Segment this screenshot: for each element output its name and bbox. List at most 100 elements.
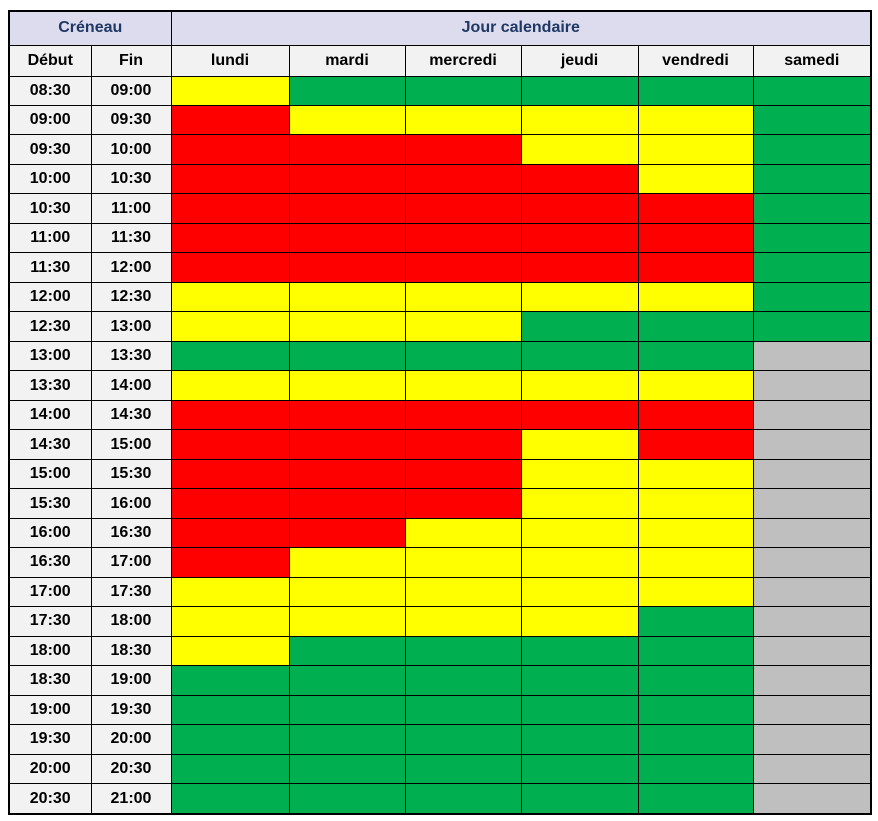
table-row: 15:00 15:30: [8, 458, 872, 490]
slot-end-cell: 09:30: [90, 104, 172, 136]
slot-start-cell: 20:30: [8, 783, 92, 815]
table-row: 12:30 13:00: [8, 311, 872, 342]
slot-start-cell: 17:00: [8, 576, 92, 608]
slot-cell-jeudi-13:30: [520, 370, 639, 401]
column-header-row: Début Fin lundi mardi mercredi jeudi vendred…: [8, 44, 872, 77]
slot-cell-mardi-15:30: [288, 488, 406, 519]
slot-cell-lundi-10:30: [170, 193, 290, 224]
slot-cell-vendredi-13:30: [637, 370, 754, 401]
slot-cell-lundi-10:00: [170, 163, 290, 195]
slot-cell-samedi-18:30: [752, 665, 872, 696]
slot-cell-vendredi-19:30: [637, 724, 754, 755]
slot-cell-vendredi-11:30: [637, 252, 754, 283]
slot-cell-mardi-13:30: [288, 370, 406, 401]
table-row: 19:30 20:00: [8, 724, 872, 755]
slot-start-cell: 12:00: [8, 281, 92, 313]
slot-cell-mercredi-18:00: [404, 635, 522, 667]
slot-cell-lundi-08:30: [170, 75, 290, 106]
column-header-vendredi: vendredi: [637, 44, 754, 77]
slot-cell-vendredi-15:00: [637, 458, 754, 490]
slot-cell-jeudi-15:00: [520, 458, 639, 490]
slot-cell-mercredi-09:30: [404, 134, 522, 165]
slot-cell-lundi-12:00: [170, 281, 290, 313]
slot-cell-mardi-14:00: [288, 399, 406, 431]
slot-cell-mardi-09:00: [288, 104, 406, 136]
slot-cell-mardi-14:30: [288, 429, 406, 460]
slot-cell-mardi-18:30: [288, 665, 406, 696]
slot-cell-vendredi-13:00: [637, 340, 754, 372]
slot-end-cell: 19:00: [90, 665, 172, 696]
slot-end-cell: 14:00: [90, 370, 172, 401]
slot-end-cell: 18:00: [90, 606, 172, 637]
slot-cell-jeudi-10:30: [520, 193, 639, 224]
slot-cell-samedi-20:30: [752, 783, 872, 815]
slot-cell-jeudi-16:00: [520, 517, 639, 549]
slot-cell-vendredi-12:00: [637, 281, 754, 313]
column-header-debut: Début: [8, 44, 92, 77]
slot-start-cell: 08:30: [8, 75, 92, 106]
slot-cell-vendredi-14:30: [637, 429, 754, 460]
table-row: 19:00 19:30: [8, 694, 872, 726]
column-header-samedi: samedi: [752, 44, 872, 77]
slot-start-cell: 19:00: [8, 694, 92, 726]
slot-cell-samedi-15:00: [752, 458, 872, 490]
slot-start-cell: 19:30: [8, 724, 92, 755]
slot-cell-jeudi-15:30: [520, 488, 639, 519]
slot-cell-lundi-20:30: [170, 783, 290, 815]
slot-cell-mardi-15:00: [288, 458, 406, 490]
slot-cell-samedi-20:00: [752, 753, 872, 785]
slot-cell-samedi-09:00: [752, 104, 872, 136]
slot-cell-jeudi-20:30: [520, 783, 639, 815]
slot-cell-lundi-16:30: [170, 547, 290, 578]
slot-cell-mardi-11:00: [288, 222, 406, 254]
slot-start-cell: 15:00: [8, 458, 92, 490]
slot-cell-vendredi-09:00: [637, 104, 754, 136]
table-row: 13:00 13:30: [8, 340, 872, 372]
slot-start-cell: 10:00: [8, 163, 92, 195]
slot-cell-vendredi-20:30: [637, 783, 754, 815]
slot-cell-vendredi-15:30: [637, 488, 754, 519]
slot-start-cell: 11:30: [8, 252, 92, 283]
slot-cell-mardi-08:30: [288, 75, 406, 106]
slot-cell-mercredi-12:00: [404, 281, 522, 313]
table-row: 18:00 18:30: [8, 635, 872, 667]
slot-cell-mercredi-10:30: [404, 193, 522, 224]
slot-end-cell: 19:30: [90, 694, 172, 726]
slot-cell-mardi-19:30: [288, 724, 406, 755]
slot-end-cell: 18:30: [90, 635, 172, 667]
slot-end-cell: 11:00: [90, 193, 172, 224]
slot-cell-mercredi-11:30: [404, 252, 522, 283]
slot-cell-mercredi-13:30: [404, 370, 522, 401]
slot-cell-vendredi-10:00: [637, 163, 754, 195]
table-row: 15:30 16:00: [8, 488, 872, 519]
slot-cell-samedi-13:30: [752, 370, 872, 401]
slot-end-cell: 14:30: [90, 399, 172, 431]
slot-start-cell: 18:00: [8, 635, 92, 667]
table-row: 14:30 15:00: [8, 429, 872, 460]
slot-cell-vendredi-18:30: [637, 665, 754, 696]
slot-start-cell: 15:30: [8, 488, 92, 519]
slot-cell-samedi-18:00: [752, 635, 872, 667]
slot-cell-jeudi-10:00: [520, 163, 639, 195]
group-header-row: Créneau Jour calendaire: [8, 10, 872, 46]
slot-end-cell: 15:30: [90, 458, 172, 490]
slot-cell-vendredi-10:30: [637, 193, 754, 224]
slot-cell-lundi-20:00: [170, 753, 290, 785]
slot-cell-mercredi-09:00: [404, 104, 522, 136]
slot-cell-samedi-17:00: [752, 576, 872, 608]
slot-cell-mercredi-11:00: [404, 222, 522, 254]
slot-cell-vendredi-17:00: [637, 576, 754, 608]
slot-cell-lundi-16:00: [170, 517, 290, 549]
slot-cell-mardi-13:00: [288, 340, 406, 372]
table-row: 09:00 09:30: [8, 104, 872, 136]
slot-cell-lundi-13:30: [170, 370, 290, 401]
slot-cell-lundi-19:30: [170, 724, 290, 755]
slot-cell-jeudi-14:30: [520, 429, 639, 460]
table-row: 16:00 16:30: [8, 517, 872, 549]
table-row: 17:00 17:30: [8, 576, 872, 608]
table-row: 08:30 09:00: [8, 75, 872, 106]
slot-cell-mardi-16:00: [288, 517, 406, 549]
slot-cell-jeudi-17:30: [520, 606, 639, 637]
slot-cell-vendredi-16:30: [637, 547, 754, 578]
slot-cell-lundi-14:00: [170, 399, 290, 431]
